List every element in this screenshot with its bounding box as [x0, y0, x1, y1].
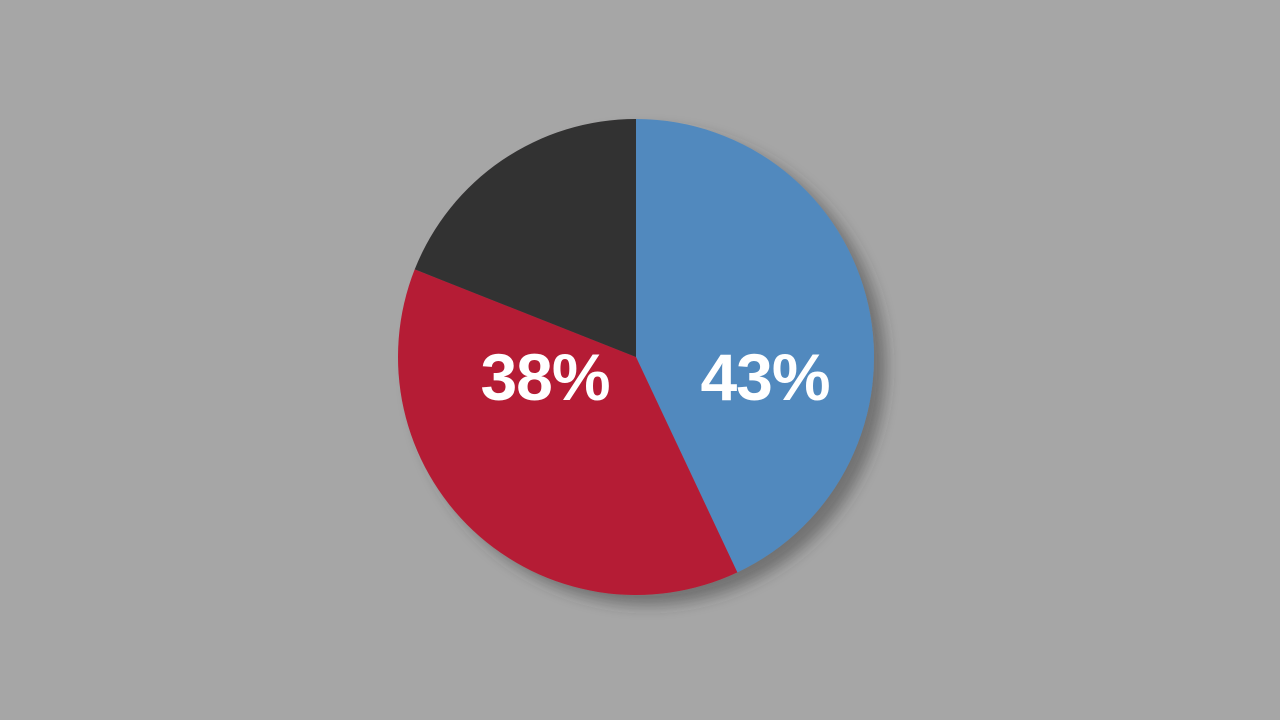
pie-group [397, 119, 875, 596]
pie-labels: 38% 43% [480, 340, 830, 414]
pie-label-blue: 43% [700, 340, 829, 414]
pie-slice-red[interactable] [397, 269, 738, 596]
pie-slice-blue[interactable] [636, 119, 875, 573]
pie-label-red: 38% [480, 340, 609, 414]
pie-slice-dark[interactable] [414, 119, 636, 357]
